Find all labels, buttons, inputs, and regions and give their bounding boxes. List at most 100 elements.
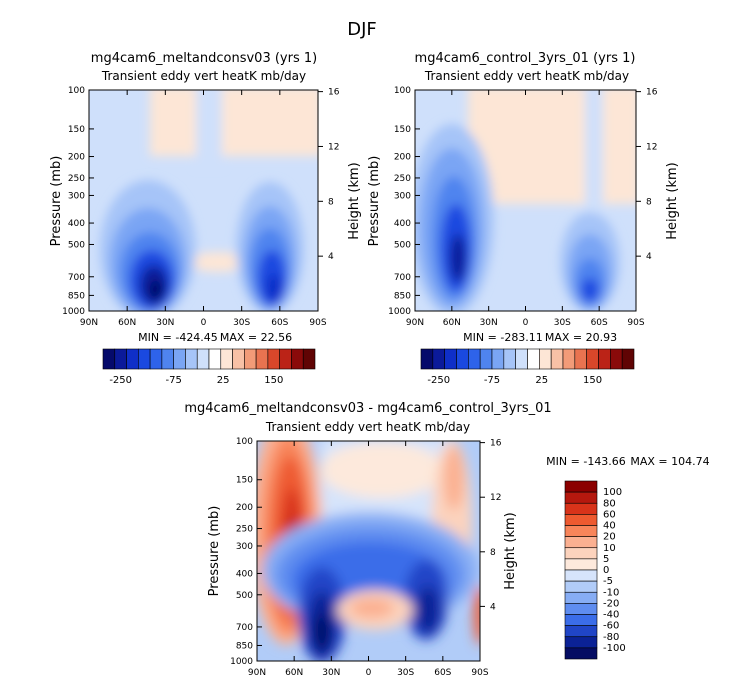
x-tick-label: 90S (627, 318, 644, 328)
colorbar-label: 150 (264, 375, 283, 386)
x-tick-label: 90S (309, 318, 326, 328)
panel-a-ylabel-right: Height (km) (347, 162, 362, 239)
colorbar-swatch (564, 525, 598, 537)
panel-b-positive-region (468, 90, 636, 204)
y-right-tick-label: 8 (328, 197, 334, 207)
colorbar-swatch (491, 348, 505, 370)
panel-difference: mg4cam6_meltandconsv03 - mg4cam6_control… (184, 401, 709, 678)
colorbar-swatch (126, 348, 139, 370)
colorbar-swatch (279, 348, 292, 370)
y-right-tick-label: 12 (646, 142, 657, 152)
colorbar-swatch (432, 348, 445, 370)
panel-c-sh-neg-l2 (416, 586, 440, 634)
colorbar-swatch (173, 348, 186, 370)
colorbar-swatch (196, 348, 210, 370)
y-right-tick-label: 12 (490, 493, 501, 503)
colorbar-swatch (564, 625, 598, 638)
colorbar-swatch (564, 536, 598, 549)
y-right-tick-label: 4 (490, 602, 496, 612)
colorbar-swatch (149, 348, 163, 370)
y-tick-label: 850 (394, 291, 411, 301)
colorbar-label: 150 (583, 375, 602, 386)
colorbar-swatch (564, 603, 598, 615)
colorbar-swatch (468, 348, 481, 370)
colorbar-label: -75 (484, 375, 500, 386)
y-tick-label: 400 (394, 219, 411, 229)
figure-title: DJF (347, 19, 377, 40)
y-tick-label: 150 (394, 125, 411, 135)
panel-c-upper-zero (320, 442, 444, 498)
colorbar-swatch (564, 514, 598, 526)
panel-a-xticks: 90N 60N 30N 0 30S 60S 90S (80, 90, 327, 328)
y-right-tick-label: 16 (328, 88, 340, 98)
colorbar-swatch (621, 348, 635, 370)
panel-b-max-label: MAX = 20.93 (545, 331, 617, 344)
panel-b-title: mg4cam6_control_3yrs_01 (yrs 1) (415, 51, 636, 66)
x-tick-label: 0 (201, 318, 207, 328)
colorbar-swatch (302, 348, 316, 370)
panel-a-nh-jet-l6 (149, 280, 163, 300)
colorbar-swatch (515, 348, 528, 370)
colorbar-swatch (420, 348, 434, 370)
colorbar-label: -10 (603, 587, 619, 598)
colorbar-label: -75 (165, 375, 181, 386)
panel-a-plot-area (89, 90, 318, 311)
colorbar-swatch (564, 502, 598, 515)
panel-a-sh-jet-l5 (266, 274, 282, 302)
y-right-tick-label: 4 (646, 252, 652, 262)
y-right-tick-label: 16 (646, 88, 658, 98)
colorbar-label: -80 (603, 632, 619, 643)
colorbar-swatch (564, 647, 598, 660)
colorbar-swatch (102, 348, 116, 370)
colorbar-swatch (550, 348, 564, 370)
panel-a-yticks-right: 16 12 8 4 (318, 88, 340, 262)
panel-a-max-label: MAX = 22.56 (220, 331, 292, 344)
panel-a-ylabel: Pressure (mb) (49, 156, 64, 247)
y-tick-label: 200 (68, 153, 85, 163)
colorbar-label: -5 (603, 576, 613, 587)
panel-a-min-label: MIN = -424.45 (138, 331, 218, 344)
colorbar-swatch (562, 348, 576, 370)
y-tick-label: 400 (68, 219, 85, 229)
colorbar-swatch (598, 348, 611, 370)
colorbar-swatch (267, 348, 280, 370)
colorbar-label: 80 (603, 498, 616, 509)
x-tick-label: 30S (554, 318, 571, 328)
colorbar-label: 60 (603, 509, 616, 520)
colorbar-swatch (255, 348, 269, 370)
colorbar-swatch (564, 558, 598, 571)
panel-b-pos-gap (585, 90, 603, 236)
panel-a-subtitle: Transient eddy vert heatK mb/day (101, 69, 306, 83)
y-tick-label: 250 (394, 174, 411, 184)
colorbar-swatch (586, 348, 599, 370)
colorbar-swatch (479, 348, 493, 370)
y-tick-label: 100 (68, 86, 85, 96)
y-tick-label: 150 (68, 125, 85, 135)
colorbar-label: 25 (535, 375, 548, 386)
colorbar-label: -250 (427, 375, 450, 386)
x-tick-label: 0 (366, 668, 372, 678)
colorbar-swatch (291, 348, 304, 370)
colorbar-swatch (456, 348, 469, 370)
colorbar-label: 25 (217, 375, 230, 386)
y-tick-label: 850 (68, 291, 85, 301)
y-tick-label: 500 (236, 591, 253, 601)
colorbar-label: 0 (603, 565, 609, 576)
panel-b-xticks: 90N 60N 30N 0 30S 60S 90S (406, 90, 645, 328)
colorbar-swatch (564, 591, 598, 604)
panel-meltandconsv03: mg4cam6_meltandconsv03 (yrs 1) Transient… (49, 51, 362, 386)
y-tick-label: 1000 (230, 657, 253, 667)
colorbar-swatch (564, 614, 598, 626)
colorbar-label: 100 (603, 487, 622, 498)
y-tick-label: 1000 (388, 307, 411, 317)
colorbar-swatch (232, 348, 245, 370)
panel-b-ylabel-right: Height (km) (665, 162, 680, 239)
colorbar-swatch (208, 348, 222, 370)
panel-c-title: mg4cam6_meltandconsv03 - mg4cam6_control… (184, 401, 551, 416)
x-tick-label: 60S (591, 318, 608, 328)
colorbar-swatch (185, 348, 198, 370)
y-tick-label: 1000 (62, 307, 85, 317)
colorbar-swatch (564, 580, 598, 593)
colorbar-label: -100 (603, 643, 626, 654)
